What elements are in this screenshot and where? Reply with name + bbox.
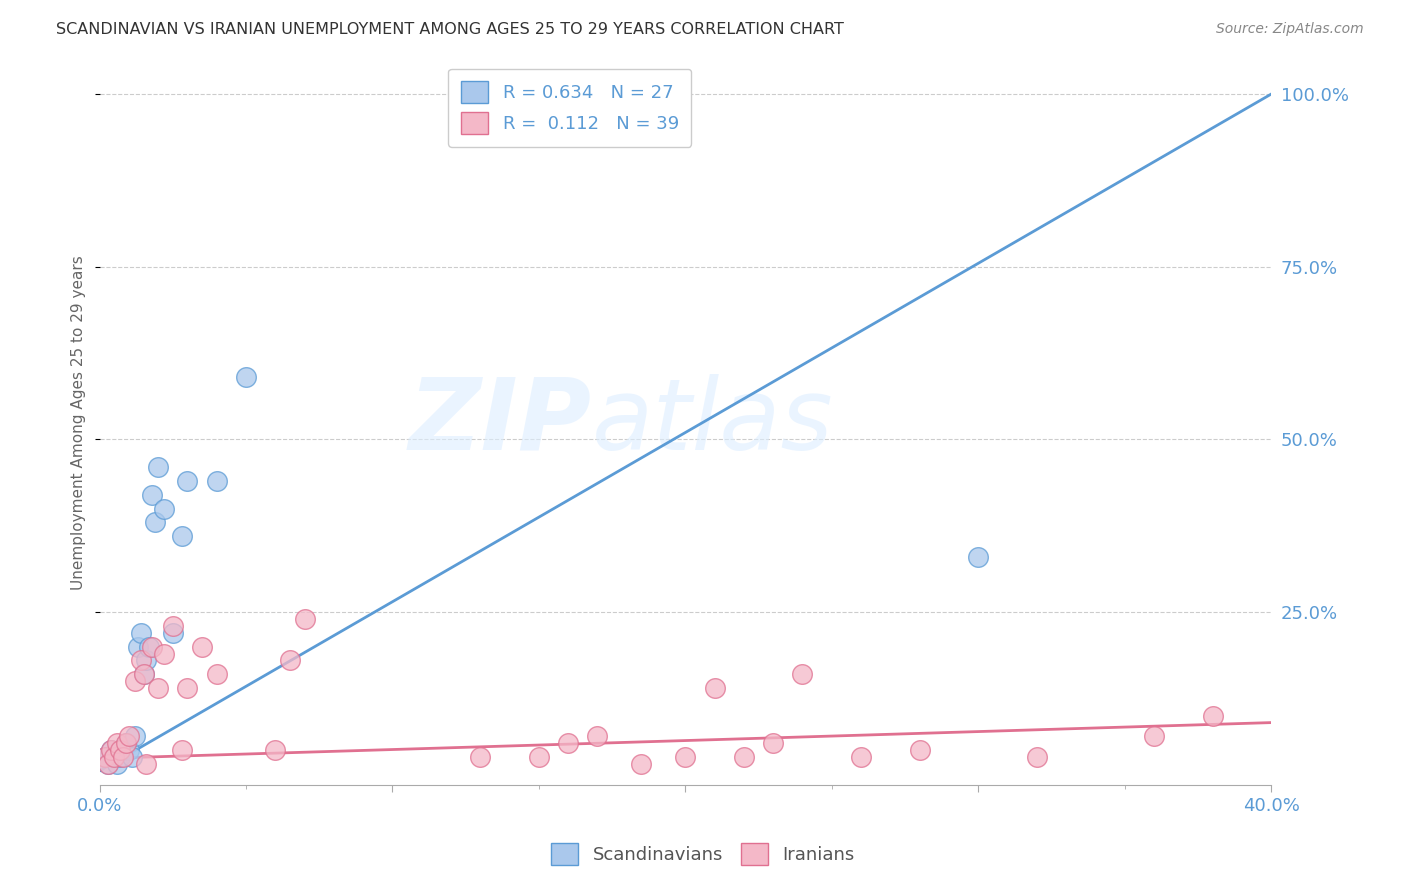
Point (792, 667, 814, 681)
Y-axis label: Unemployment Among Ages 25 to 29 years: Unemployment Among Ages 25 to 29 years (72, 255, 86, 590)
Point (97, 757, 120, 772)
Point (191, 640, 214, 654)
Point (762, 736, 785, 750)
Point (630, 757, 652, 772)
Point (908, 743, 931, 757)
Point (205, 474, 228, 488)
Point (118, 730, 141, 744)
Point (115, 736, 138, 750)
Point (205, 667, 228, 681)
Legend: Scandinavians, Iranians: Scandinavians, Iranians (543, 834, 863, 874)
Point (278, 653, 301, 667)
Point (111, 743, 134, 757)
Point (103, 750, 125, 764)
Point (146, 681, 169, 695)
Point (586, 730, 609, 744)
Point (111, 750, 134, 764)
Point (153, 501, 176, 516)
Point (967, 549, 990, 564)
Point (129, 653, 152, 667)
Point (105, 736, 128, 750)
Point (115, 736, 138, 750)
Point (100, 743, 122, 757)
Point (1025, 750, 1047, 764)
Point (703, 681, 725, 695)
Point (135, 653, 157, 667)
Point (170, 743, 193, 757)
Point (127, 640, 149, 654)
Point (1201, 708, 1223, 723)
Point (162, 619, 184, 633)
Point (170, 529, 193, 543)
Point (129, 625, 152, 640)
Point (143, 516, 166, 530)
Point (141, 488, 163, 502)
Point (97, 757, 120, 772)
Point (557, 736, 579, 750)
Point (121, 750, 143, 764)
Point (294, 612, 316, 626)
Point (1143, 730, 1166, 744)
Point (162, 625, 184, 640)
Point (132, 667, 155, 681)
Point (100, 743, 122, 757)
Point (235, 370, 257, 384)
Point (264, 743, 287, 757)
Point (141, 640, 163, 654)
Point (470, 750, 492, 764)
Point (124, 730, 146, 744)
Point (673, 750, 696, 764)
Point (138, 640, 160, 654)
Point (176, 681, 198, 695)
Text: Source: ZipAtlas.com: Source: ZipAtlas.com (1216, 22, 1364, 37)
Text: SCANDINAVIAN VS IRANIAN UNEMPLOYMENT AMONG AGES 25 TO 29 YEARS CORRELATION CHART: SCANDINAVIAN VS IRANIAN UNEMPLOYMENT AMO… (56, 22, 844, 37)
Point (105, 757, 128, 772)
Point (124, 674, 146, 689)
Point (733, 750, 755, 764)
Point (849, 750, 872, 764)
Point (94, 750, 117, 764)
Point (135, 757, 157, 772)
Point (146, 460, 169, 475)
Point (94, 750, 117, 764)
Point (153, 647, 176, 661)
Legend: R = 0.634   N = 27, R =  0.112   N = 39: R = 0.634 N = 27, R = 0.112 N = 39 (449, 69, 692, 147)
Point (108, 750, 131, 764)
Point (118, 743, 141, 757)
Text: atlas: atlas (592, 374, 834, 471)
Text: ZIP: ZIP (409, 374, 592, 471)
Point (176, 474, 198, 488)
Point (108, 743, 131, 757)
Point (527, 750, 550, 764)
Point (103, 750, 125, 764)
Point (132, 667, 155, 681)
